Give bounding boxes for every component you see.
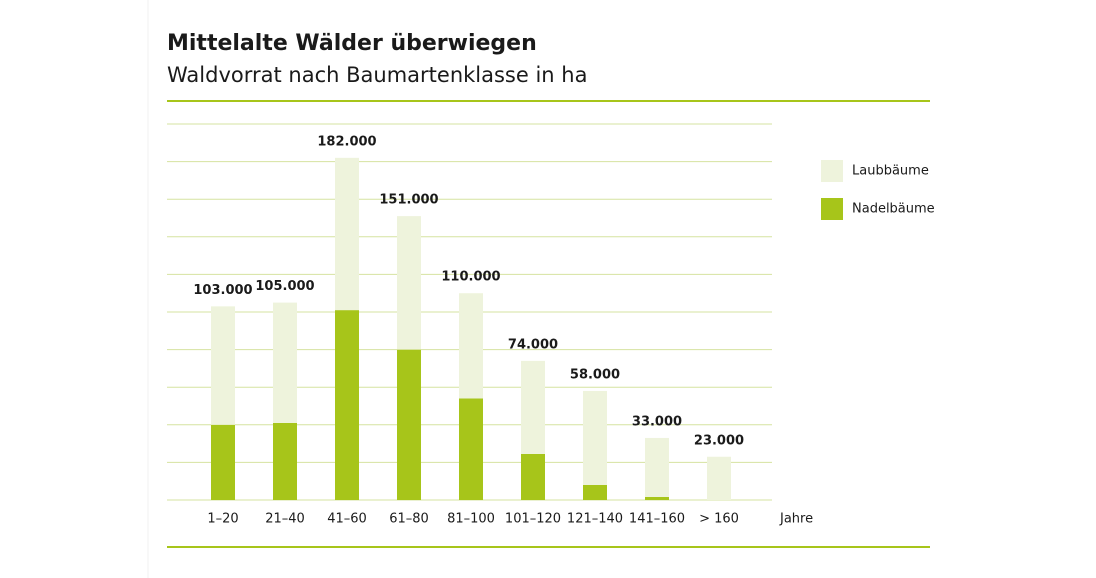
bar-segment [645,437,669,497]
bar-segment [645,496,669,500]
bar-segment [273,422,297,500]
total-label: 103.000 [193,283,252,298]
bar-segment [459,398,483,500]
total-label: 23.000 [694,433,744,448]
x-tick-label: 1–20 [207,512,238,527]
legend-label: Laubbäume [852,164,929,179]
bar-segment [273,302,297,423]
total-label: 105.000 [255,279,314,294]
legend-swatch [821,160,843,182]
chart-subtitle: Waldvorrat nach Baumartenklasse in ha [167,63,587,87]
bar-segment [211,306,235,425]
total-label: 33.000 [632,414,682,429]
bar-segment [459,293,483,399]
bar-segment [397,216,421,350]
x-axis-label: Jahre [779,512,813,527]
x-tick-label: > 160 [699,512,739,527]
x-tick-label: 61–80 [389,512,429,527]
total-label: 74.000 [508,337,558,352]
bar-segment [335,310,359,500]
x-tick-label: 121–140 [567,512,623,527]
total-label: 182.000 [317,134,376,149]
bar-segment [583,390,607,485]
legend-swatch [821,198,843,220]
bar-segment [397,349,421,500]
total-label: 151.000 [379,193,438,208]
bar-segment [521,360,545,454]
chart-title: Mittelalte Wälder überwiegen [167,31,537,56]
x-tick-label: 41–60 [327,512,367,527]
x-tick-label: 101–120 [505,512,561,527]
bar-segment [583,484,607,500]
bar-segment [521,453,545,500]
legend-label: Nadelbäume [852,202,935,217]
bar-segment [335,157,359,311]
x-tick-label: 21–40 [265,512,305,527]
total-label: 110.000 [441,270,500,285]
total-label: 58.000 [570,367,620,382]
x-tick-label: 81–100 [447,512,495,527]
x-tick-label: 141–160 [629,512,685,527]
bar-segment [211,424,235,500]
bar-segment [707,456,731,500]
